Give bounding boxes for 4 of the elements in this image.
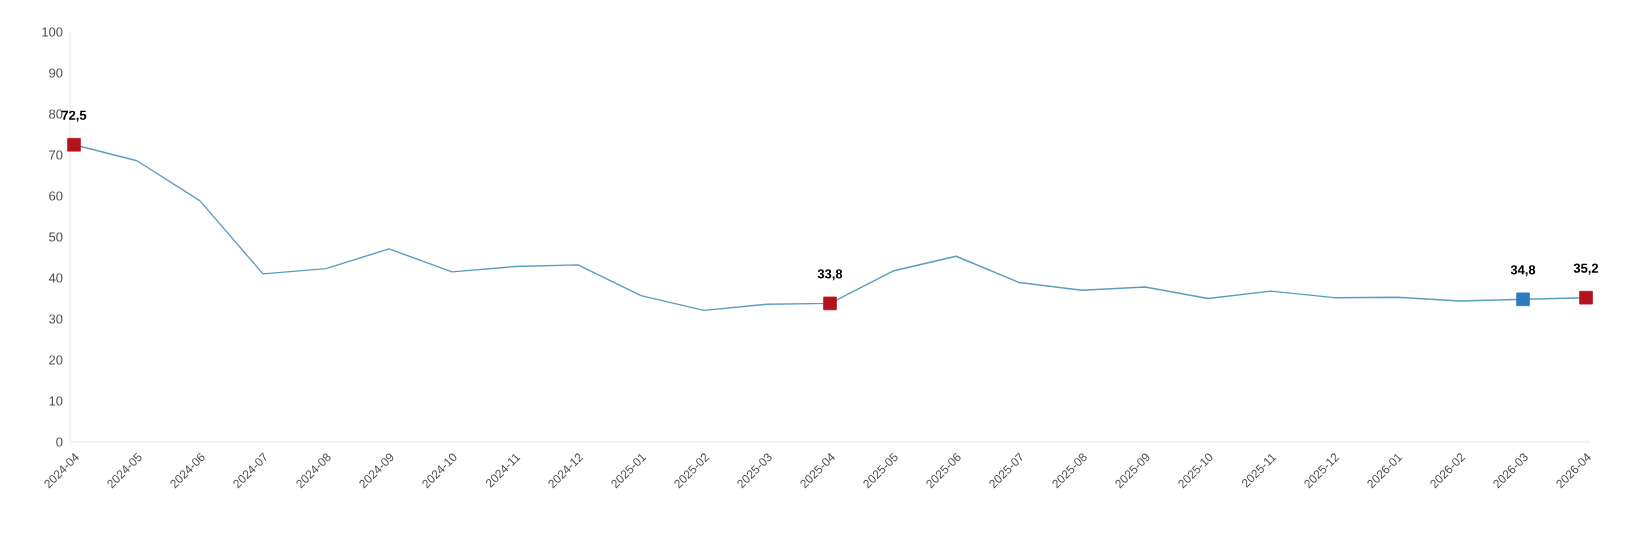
point bbox=[1579, 290, 1593, 305]
point bbox=[67, 137, 81, 152]
point bbox=[823, 296, 837, 311]
point bbox=[1516, 292, 1530, 307]
